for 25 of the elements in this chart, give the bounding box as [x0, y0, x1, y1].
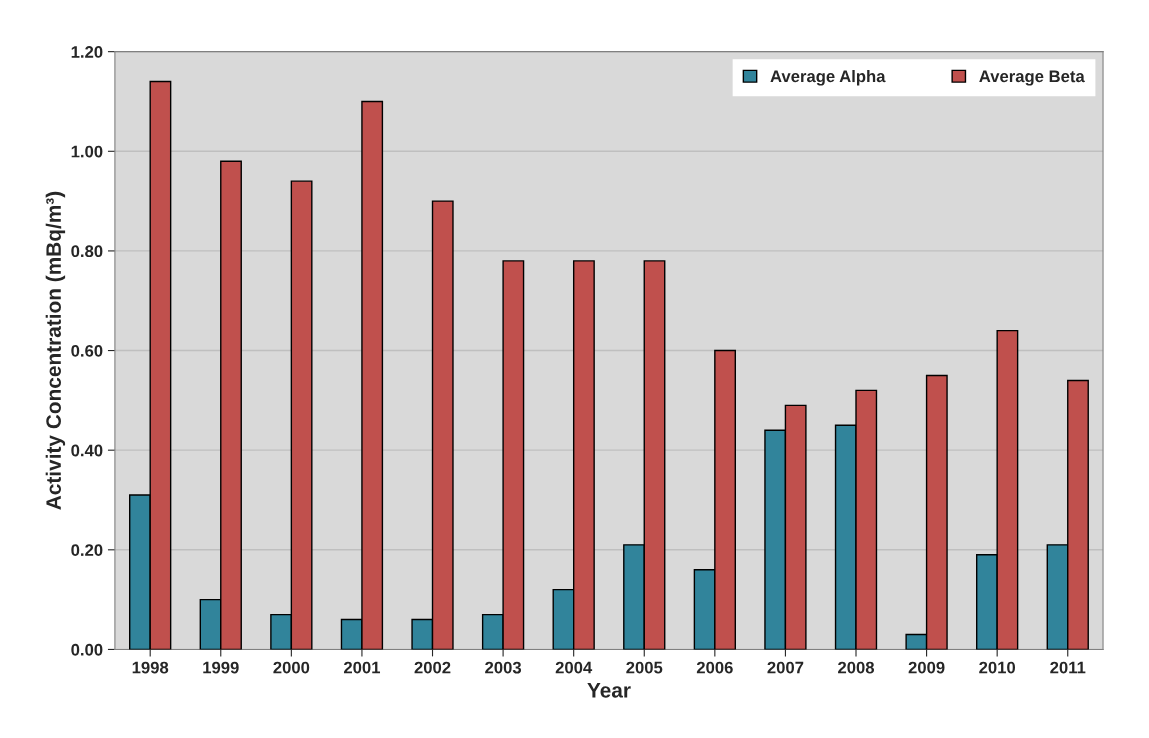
y-tick-label: 1.00 [71, 145, 103, 158]
x-tick-label: 1998 [132, 661, 169, 674]
y-tick-label: 1.20 [71, 46, 103, 58]
x-tick-label: 2002 [414, 661, 451, 674]
x-axis-title: Year [587, 683, 631, 698]
x-tick-label: 2000 [273, 661, 310, 674]
x-tick-label: 2007 [767, 661, 804, 674]
x-tick-label: 2004 [555, 661, 593, 674]
y-axis-title: Activity Concentration (mBq/m³) [45, 191, 66, 510]
x-tick-label: 2011 [1050, 661, 1086, 674]
x-tick-label: 2010 [979, 661, 1016, 674]
x-tick-label: 2008 [838, 661, 875, 674]
y-tick-label: 0.60 [71, 344, 103, 357]
y-tick-label: 0.40 [71, 444, 103, 457]
x-tick-label: 2005 [626, 661, 663, 674]
x-tick-label: 2003 [485, 661, 522, 674]
y-tick-label: 0.20 [71, 544, 103, 557]
legend-label: Average Alpha [770, 69, 886, 86]
x-tick-label: 2001 [343, 661, 381, 674]
y-tick-label: 0.00 [71, 643, 103, 656]
y-tick-label: 0.80 [71, 245, 103, 258]
x-tick-label: 1999 [203, 661, 239, 674]
x-tick-label: 2009 [908, 661, 945, 674]
x-tick-label: 2006 [696, 661, 733, 674]
legend-label: Average Beta [979, 70, 1085, 86]
